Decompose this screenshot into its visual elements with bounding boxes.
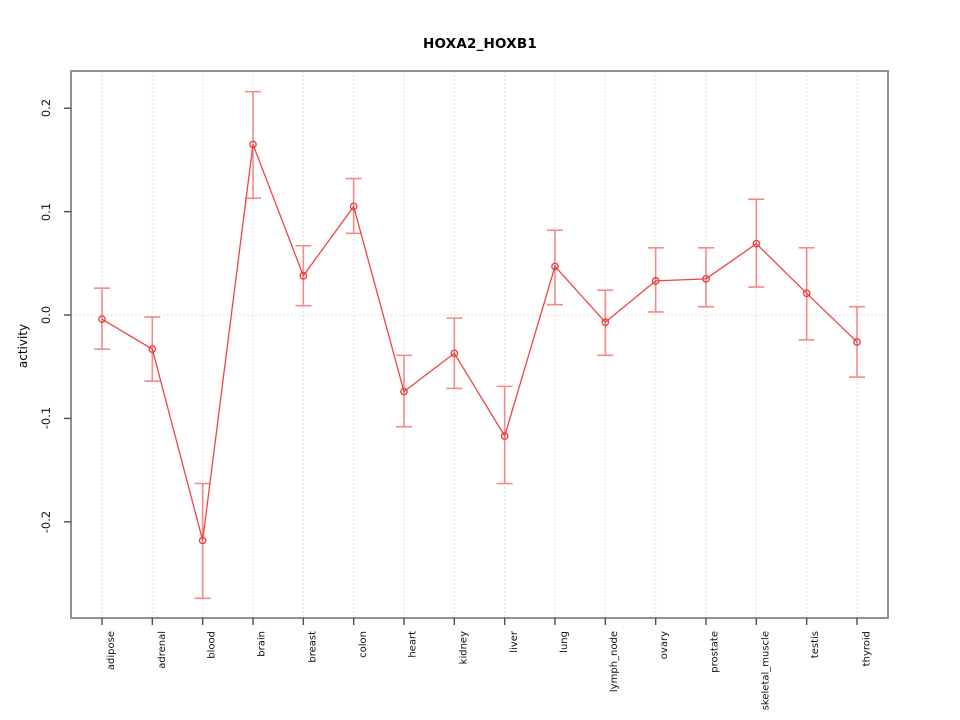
x-tick-label: kidney xyxy=(458,631,470,665)
x-tick-label: liver xyxy=(508,631,520,653)
x-tick-label: adipose xyxy=(106,631,117,671)
plot-box-border xyxy=(70,70,889,619)
data-point-marker xyxy=(752,239,761,248)
y-tick-label: -0.2 xyxy=(39,510,53,534)
x-tick-label: lung xyxy=(559,631,570,653)
x-tick-label: brain xyxy=(257,631,268,657)
y-tick-label: 0.1 xyxy=(39,202,53,221)
x-tick-label: prostate xyxy=(710,631,721,673)
data-point-marker xyxy=(702,274,710,283)
x-tick-label: thyroid xyxy=(861,631,872,667)
data-point-marker xyxy=(601,318,610,327)
data-point-marker xyxy=(198,536,207,545)
data-point-marker xyxy=(349,202,358,211)
data-point-marker xyxy=(299,271,308,280)
x-tick-label: heart xyxy=(408,631,419,658)
x-tick-label: lymph_node xyxy=(609,631,621,693)
data-point-marker xyxy=(148,345,157,354)
data-point-marker xyxy=(551,262,559,271)
data-point-marker xyxy=(500,432,509,440)
data-point-marker xyxy=(450,349,459,358)
y-axis-label: activity xyxy=(16,323,30,369)
x-tick-label: colon xyxy=(357,631,369,658)
y-tick-label: -0.1 xyxy=(39,407,53,430)
x-tick-label: adrenal xyxy=(156,631,168,669)
data-line xyxy=(101,144,858,541)
data-point-marker xyxy=(651,277,660,285)
data-point-marker xyxy=(400,387,408,396)
chart-title: HOXA2_HOXB1 xyxy=(423,36,537,52)
y-tick-label: 0.0 xyxy=(39,305,53,325)
x-tick-label: blood xyxy=(206,631,218,659)
x-tick-label: skeletal_muscle xyxy=(760,631,772,711)
x-tick-label: breast xyxy=(307,631,319,663)
y-tick-label: 0.2 xyxy=(39,99,53,118)
data-point-marker xyxy=(98,315,106,324)
data-point-marker xyxy=(249,140,257,149)
x-tick-label: testis xyxy=(810,631,822,659)
x-tick-label: ovary xyxy=(659,631,671,660)
data-point-marker xyxy=(853,338,861,346)
data-point-marker xyxy=(802,289,811,298)
